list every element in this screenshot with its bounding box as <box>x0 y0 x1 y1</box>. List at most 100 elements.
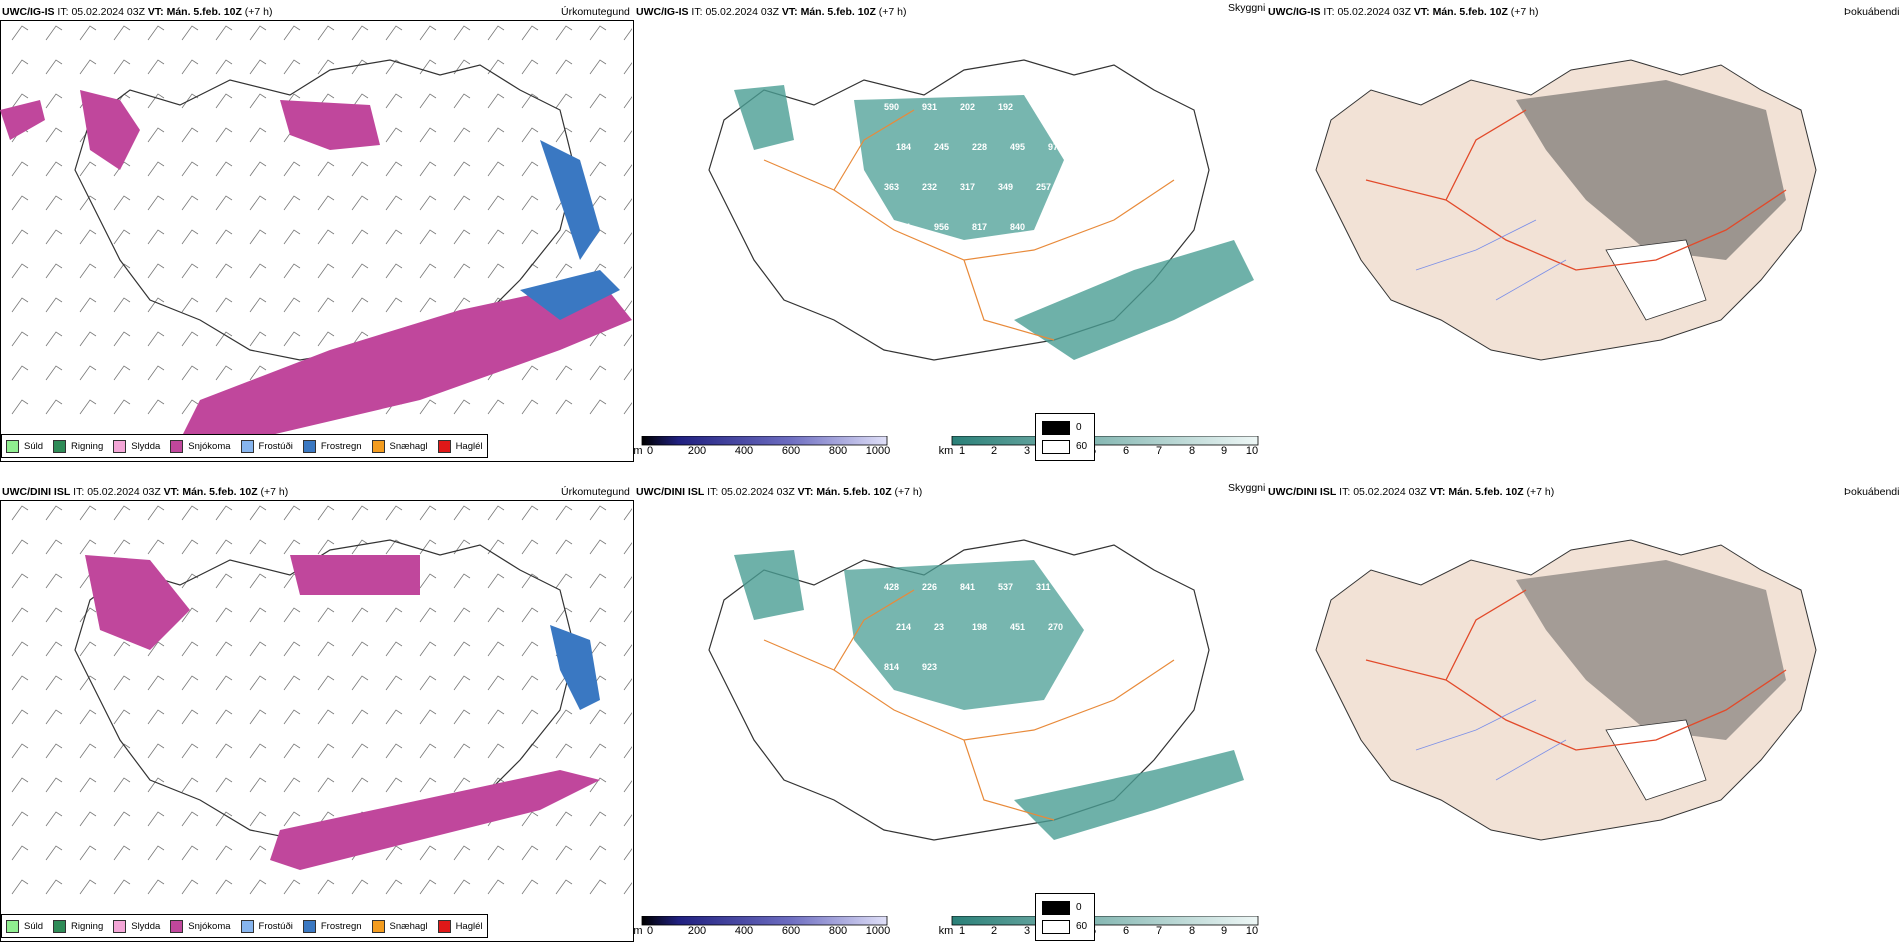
legend-item: Frostúði <box>240 919 293 933</box>
wind-barb <box>419 777 437 793</box>
wind-barb <box>385 777 403 793</box>
legend-label: 60 <box>1076 441 1088 452</box>
wind-barb <box>113 25 131 41</box>
visibility-label: 245 <box>934 142 949 152</box>
wind-barb <box>79 331 97 347</box>
wind-barb <box>181 263 199 279</box>
wind-barb <box>351 297 369 313</box>
panel-title: Þokuábendi <box>1844 486 1900 498</box>
wind-barb <box>113 743 131 759</box>
colorbar-tick: 10 <box>1245 445 1259 457</box>
visibility-label: 603 <box>1036 102 1051 112</box>
wind-barb <box>181 93 199 109</box>
fog-panel-bottom: UWC/DINI ISL IT: 05.02.2024 03Z VT: Mán.… <box>1035 480 1900 941</box>
wind-barb <box>45 127 63 143</box>
colorbar-unit: m <box>633 925 643 937</box>
wind-barb <box>589 539 607 555</box>
wind-barb <box>181 399 199 415</box>
wind-barb <box>113 297 131 313</box>
wind-barb <box>521 25 539 41</box>
colorbar-km-gradient <box>951 435 1259 446</box>
legend-item: Snjókoma <box>170 439 231 453</box>
wind-barb <box>589 365 607 381</box>
wind-barb <box>521 365 539 381</box>
wind-barb <box>249 845 267 861</box>
wind-barb <box>11 297 29 313</box>
wind-barb <box>147 777 165 793</box>
wind-barb <box>317 25 335 41</box>
wind-barb <box>215 297 233 313</box>
wind-barb <box>453 607 471 623</box>
wind-barb <box>351 743 369 759</box>
wind-barb <box>385 263 403 279</box>
visibility-label: 408 <box>1112 582 1127 592</box>
wind-barb <box>317 263 335 279</box>
wind-barb <box>113 59 131 75</box>
wind-barb <box>215 675 233 691</box>
colorbar-tick: 2 <box>990 925 998 937</box>
wind-barb <box>521 195 539 211</box>
wind-barb <box>249 331 267 347</box>
legend-swatch <box>302 919 316 933</box>
wind-barb <box>181 675 199 691</box>
wind-barb <box>521 675 539 691</box>
wind-barb <box>555 59 573 75</box>
wind-barb <box>487 743 505 759</box>
wind-barb <box>419 161 437 177</box>
visibility-label: 228 <box>972 142 987 152</box>
colorbar-m-gradient <box>641 915 888 926</box>
wind-barb <box>181 539 199 555</box>
snow-area <box>80 90 140 170</box>
wind-barb <box>249 709 267 725</box>
wind-barb <box>45 59 63 75</box>
wind-barb <box>351 331 369 347</box>
wind-barb <box>79 505 97 521</box>
wind-barb <box>45 777 63 793</box>
wind-barb <box>181 195 199 211</box>
visibility-colorbar-m: m 0 200 400 600 800 1000 <box>633 435 940 460</box>
wind-barb <box>249 25 267 41</box>
wind-barb <box>79 263 97 279</box>
visibility-label: 226 <box>922 582 937 592</box>
snow-area <box>85 555 190 650</box>
wind-barb <box>317 879 335 895</box>
wind-barb <box>521 399 539 415</box>
legend-label: 60 <box>1076 921 1088 932</box>
wind-barb <box>283 539 301 555</box>
iceland-outline <box>708 539 1210 841</box>
wind-barb <box>113 263 131 279</box>
wind-barb <box>249 641 267 657</box>
wind-barb <box>385 607 403 623</box>
wind-barb <box>11 879 29 895</box>
wind-barb <box>351 195 369 211</box>
wind-barb <box>385 641 403 657</box>
colorbar-tick: 2 <box>990 445 998 457</box>
wind-barb <box>453 25 471 41</box>
wind-barb <box>249 195 267 211</box>
wind-barb <box>147 399 165 415</box>
wind-barb <box>283 263 301 279</box>
wind-barb <box>589 845 607 861</box>
legend-item: Snjókoma <box>170 919 231 933</box>
wind-barb <box>79 811 97 827</box>
glacier <box>1605 239 1707 321</box>
colorbar-tick: 1 <box>958 925 966 937</box>
legend-item: Súld <box>6 919 43 933</box>
wind-barb <box>623 644 632 657</box>
wind-barb <box>45 297 63 313</box>
wind-barb <box>113 845 131 861</box>
wind-barb <box>317 709 335 725</box>
road-network <box>763 109 1175 341</box>
wind-barb <box>419 743 437 759</box>
wind-barb <box>283 297 301 313</box>
wind-barb <box>487 641 505 657</box>
wind-barb <box>11 25 29 41</box>
wind-barb <box>11 811 29 827</box>
wind-barb <box>249 675 267 691</box>
wind-barb <box>555 399 573 415</box>
wind-barb <box>113 365 131 381</box>
wind-barb <box>487 607 505 623</box>
wind-barb <box>113 777 131 793</box>
wind-barb <box>521 811 539 827</box>
legend-swatch <box>437 439 451 453</box>
